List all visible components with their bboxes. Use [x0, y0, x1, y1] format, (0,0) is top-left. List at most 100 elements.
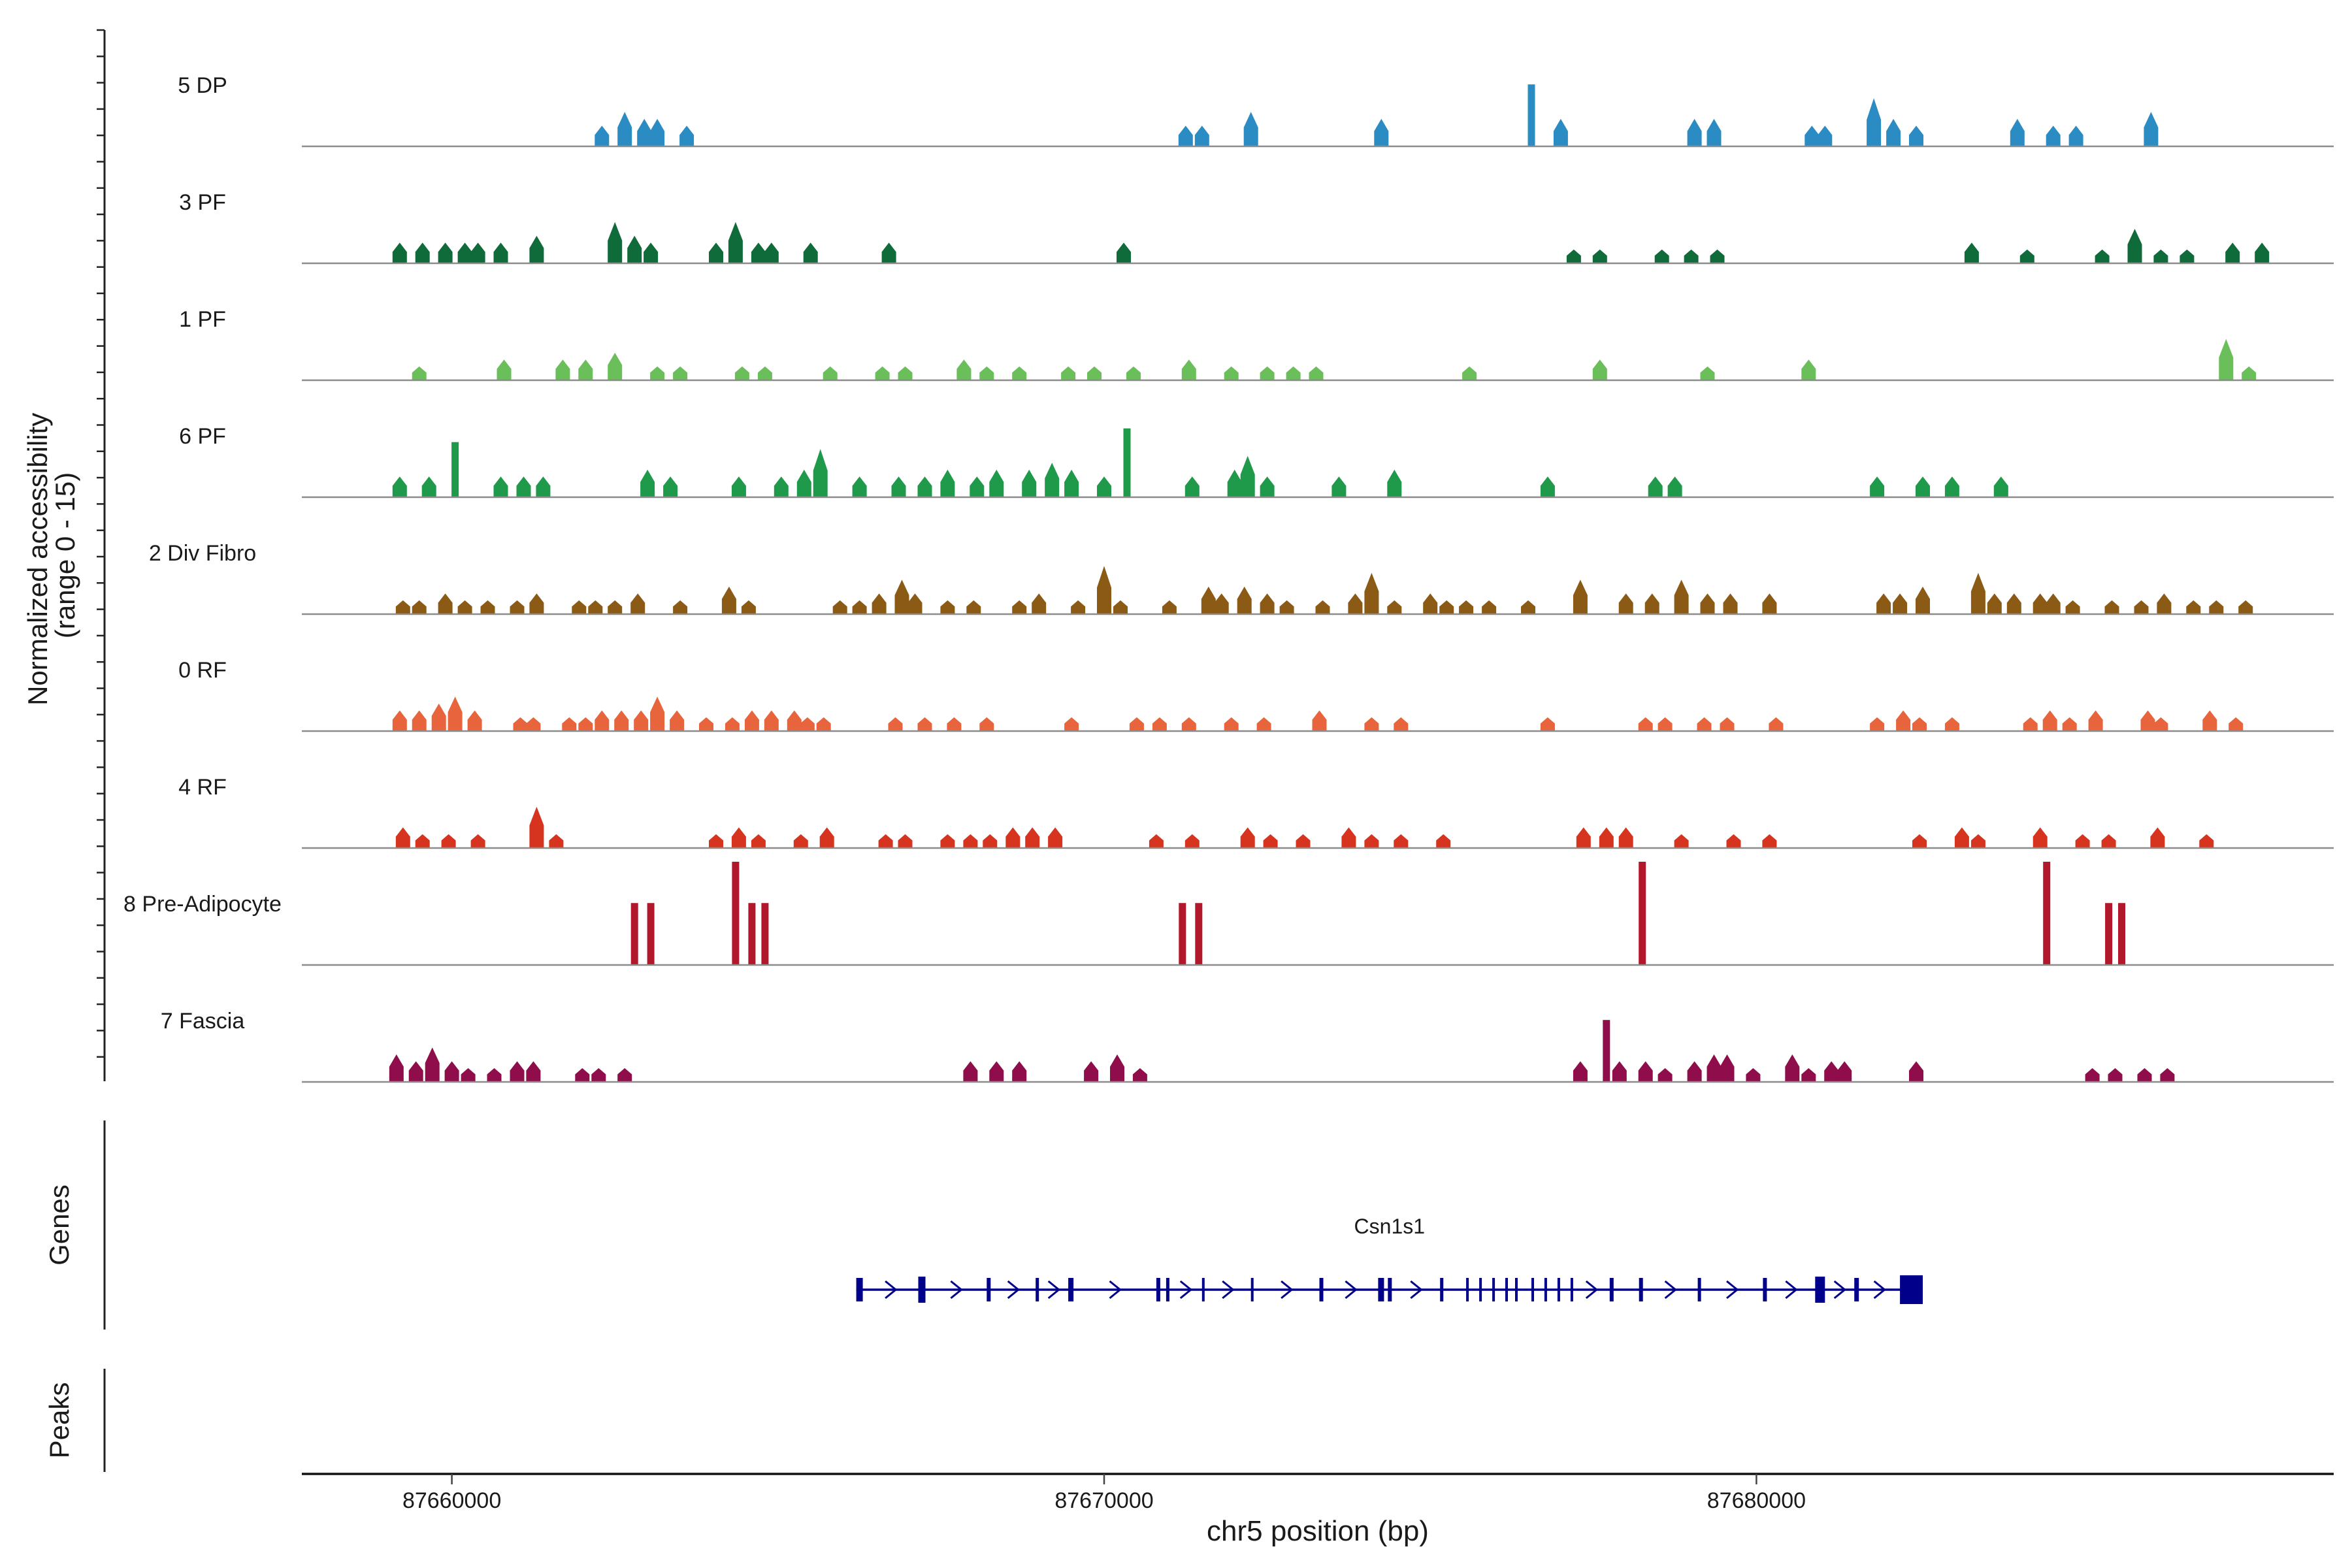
- coverage-peak: [1592, 249, 1607, 263]
- coverage-peak: [793, 834, 808, 848]
- coverage-peak: [1674, 834, 1689, 848]
- coverage-peak: [1916, 476, 1930, 497]
- coverage-peak: [493, 242, 508, 263]
- coverage-peak: [634, 710, 649, 731]
- coverage-peak: [529, 806, 544, 848]
- coverage-peak: [1152, 717, 1167, 731]
- coverage-peak: [529, 235, 544, 263]
- coverage-peak: [617, 1068, 632, 1082]
- gene-exon: [1166, 1278, 1169, 1301]
- gene-exon: [1854, 1278, 1859, 1301]
- coverage-peak: [1909, 1061, 1923, 1082]
- coverage-peak: [2006, 593, 2021, 614]
- genes-panel-label: Genes: [44, 1184, 74, 1266]
- track-label: 1 PF: [179, 307, 226, 332]
- coverage-peak: [2023, 717, 2038, 731]
- coverage-peak: [917, 717, 932, 731]
- track-label: 4 RF: [178, 775, 227, 800]
- coverage-peak: [2186, 600, 2201, 614]
- coverage-peak: [526, 717, 541, 731]
- coverage-peak: [757, 366, 772, 380]
- coverage-peak: [1618, 827, 1633, 848]
- gene-exon: [918, 1277, 926, 1303]
- coverage-peak: [470, 242, 485, 263]
- coverage-peak: [872, 593, 887, 614]
- coverage-peak: [663, 476, 678, 497]
- coverage-peak: [1697, 717, 1712, 731]
- coverage-peak: [1045, 463, 1060, 497]
- coverage-peak: [947, 717, 962, 731]
- coverage-peak: [709, 242, 723, 263]
- coverage-peak: [1462, 366, 1477, 380]
- coverage-peak: [1064, 717, 1079, 731]
- coverage-peak: [1723, 593, 1738, 614]
- coverage-peak: [1573, 580, 1588, 614]
- coverage-peak: [1022, 469, 1037, 497]
- coverage-peak: [529, 593, 544, 614]
- coverage-peak: [1612, 1061, 1627, 1082]
- coverage-peak: [881, 242, 896, 263]
- gene-exon: [1440, 1278, 1444, 1301]
- coverage-peak: [1087, 366, 1102, 380]
- coverage-peak: [1638, 1061, 1653, 1082]
- coverage-peak: [412, 366, 427, 380]
- coverage-peak: [1364, 572, 1379, 614]
- coverage-peak: [1005, 827, 1021, 848]
- coverage-peak: [2065, 600, 2080, 614]
- coverage-peak: [457, 600, 472, 614]
- coverage-peak: [2219, 338, 2234, 380]
- coverage-peak: [725, 717, 740, 731]
- coverage-peak: [441, 834, 456, 848]
- coverage-peak: [493, 476, 508, 497]
- coverage-peak: [461, 1068, 476, 1082]
- coverage-peak: [673, 366, 688, 380]
- coverage-peak: [970, 476, 985, 497]
- coverage-peak: [1240, 455, 1255, 497]
- coverage-peak: [1286, 366, 1301, 380]
- gene-strand-arrow: [1179, 1280, 1193, 1299]
- coverage-peak: [640, 469, 655, 497]
- coverage-peak: [467, 710, 482, 731]
- coverage-peak: [989, 469, 1004, 497]
- coverage-peak: [2043, 862, 2051, 965]
- coverage-peak: [1123, 428, 1131, 497]
- coverage-peak: [1097, 566, 1111, 614]
- coverage-peak: [744, 710, 759, 731]
- coverage-peak: [1553, 118, 1568, 146]
- coverage-peak: [1824, 1061, 1839, 1082]
- coverage-peak: [1237, 586, 1252, 614]
- coverage-peak: [2088, 710, 2103, 731]
- coverage-peak: [1348, 593, 1363, 614]
- coverage-peak: [1658, 1068, 1673, 1082]
- coverage-peak: [940, 600, 955, 614]
- coverage-peak: [2104, 600, 2119, 614]
- gene-strand-arrow: [1222, 1280, 1235, 1299]
- coverage-peak: [1720, 717, 1735, 731]
- coverage-peak: [572, 600, 587, 614]
- accessibility-tracks: [302, 84, 2334, 1083]
- coverage-peak: [1032, 593, 1047, 614]
- coverage-peak: [891, 476, 906, 497]
- gene-strand-arrow: [1281, 1280, 1294, 1299]
- coverage-peak: [1181, 717, 1196, 731]
- coverage-peak: [764, 710, 779, 731]
- coverage-peak: [1315, 600, 1330, 614]
- coverage-peak: [1181, 359, 1196, 380]
- x-axis-ticks: 87660000 87670000 87680000: [402, 1474, 1806, 1513]
- coverage-peak: [470, 834, 485, 848]
- coverage-peak: [2160, 1068, 2175, 1082]
- coverage-peak: [751, 242, 766, 263]
- coverage-peak: [1260, 476, 1275, 497]
- x-axis-tick-label: 87680000: [1707, 1488, 1806, 1513]
- coverage-peak: [644, 242, 659, 263]
- coverage-peak: [898, 366, 913, 380]
- coverage-peak: [562, 717, 577, 731]
- coverage-peak: [608, 352, 623, 380]
- coverage-peak: [1527, 84, 1535, 146]
- coverage-peak: [516, 476, 531, 497]
- coverage-peak: [2046, 125, 2061, 146]
- coverage-peak: [1012, 366, 1027, 380]
- gene-exon: [856, 1278, 863, 1301]
- x-axis-tick-label: 87660000: [402, 1488, 501, 1513]
- coverage-peak: [940, 834, 955, 848]
